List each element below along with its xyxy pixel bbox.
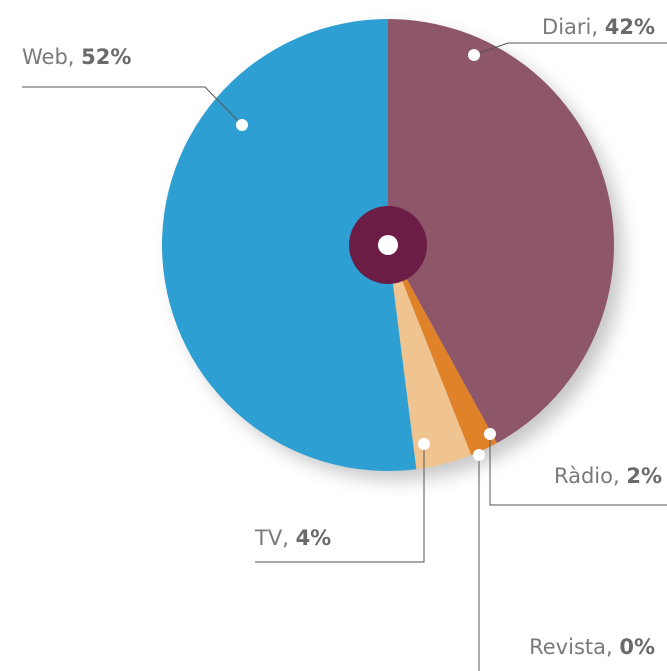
slice-label: Diari, 42% [542,15,655,39]
slice-name: Diari [542,15,591,39]
slice-value: 4% [296,526,332,550]
leader-line [473,42,667,56]
pie-slice [388,245,472,470]
slice-label: Ràdio, 2% [554,464,662,488]
label-separator: , [68,45,81,69]
pie-slice [388,19,614,444]
center-dot [378,235,398,255]
slice-value: 0% [619,635,655,659]
label-separator: , [613,464,626,488]
slice-name: Revista [529,635,606,659]
slice-label: Web, 52% [22,45,131,69]
leader-dot [236,119,248,131]
leader-dot [418,438,430,450]
slice-name: Ràdio [554,464,613,488]
pie-slice [388,245,497,456]
leader-line [22,86,243,126]
slice-value: 52% [81,45,131,69]
slice-label: Revista, 0% [529,635,655,659]
slice-label: TV, 4% [254,526,331,550]
label-separator: , [606,635,619,659]
slice-value: 2% [626,464,662,488]
leader-dot [484,428,496,440]
slices [162,19,614,471]
label-separator: , [591,15,604,39]
label-separator: , [282,526,295,550]
leaders [22,42,667,671]
leader-line [255,444,425,563]
pie-slice [162,19,417,471]
slice-name: Web [22,45,68,69]
leader-dot [468,49,480,61]
labels: Diari, 42% Ràdio, 2% Revista, 0% TV, 4% Web,… [22,15,662,659]
slice-name: TV [254,526,283,550]
slice-value: 42% [605,15,655,39]
leader-line [489,434,667,506]
leader-dot [473,449,485,461]
